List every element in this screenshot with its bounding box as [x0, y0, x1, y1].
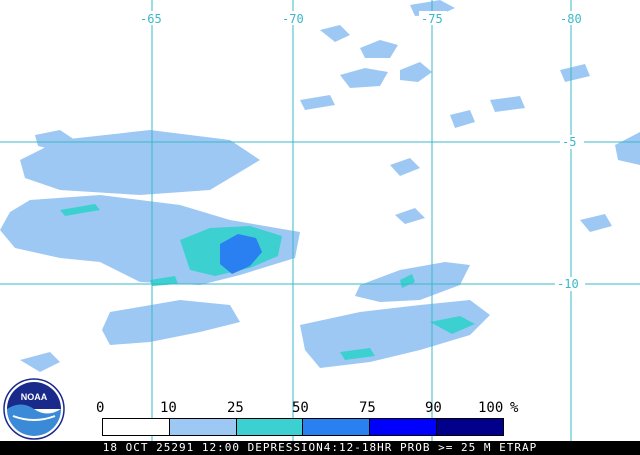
prob-blobs-50-75 [220, 234, 262, 274]
prob-blobs-10-25 [0, 0, 640, 372]
lon-label: -80 [560, 12, 582, 26]
legend-label: 100 [478, 400, 504, 416]
legend-swatch [303, 419, 371, 435]
legend-label: 25 [227, 400, 244, 416]
product-caption: 18 OCT 25291 12:00 DEPRESSION4:12-18HR P… [0, 441, 640, 455]
legend-swatch [370, 419, 438, 435]
lat-label: -5 [562, 135, 576, 149]
lat-label: -10 [557, 277, 579, 291]
latitude-labels: -5 -10 [555, 135, 585, 291]
legend-label: 0 [96, 400, 105, 416]
legend-label: 75 [359, 400, 376, 416]
noaa-logo-icon: NOAA [3, 378, 65, 440]
lon-label: -65 [140, 12, 162, 26]
lon-label: -75 [421, 12, 443, 26]
longitude-labels: -65 -70 -75 -80 [138, 11, 586, 26]
lon-label: -70 [282, 12, 304, 26]
legend-unit: % [510, 400, 519, 416]
legend-label: 10 [160, 400, 177, 416]
legend-color-bar [102, 418, 504, 436]
legend-label: 90 [425, 400, 442, 416]
legend-swatch [169, 419, 237, 435]
legend-label: 50 [292, 400, 309, 416]
legend-swatch [103, 419, 170, 435]
noaa-logo-text: NOAA [21, 392, 48, 402]
lat-lon-grid [0, 0, 640, 441]
legend-swatch [437, 419, 503, 435]
legend-swatch [236, 419, 304, 435]
